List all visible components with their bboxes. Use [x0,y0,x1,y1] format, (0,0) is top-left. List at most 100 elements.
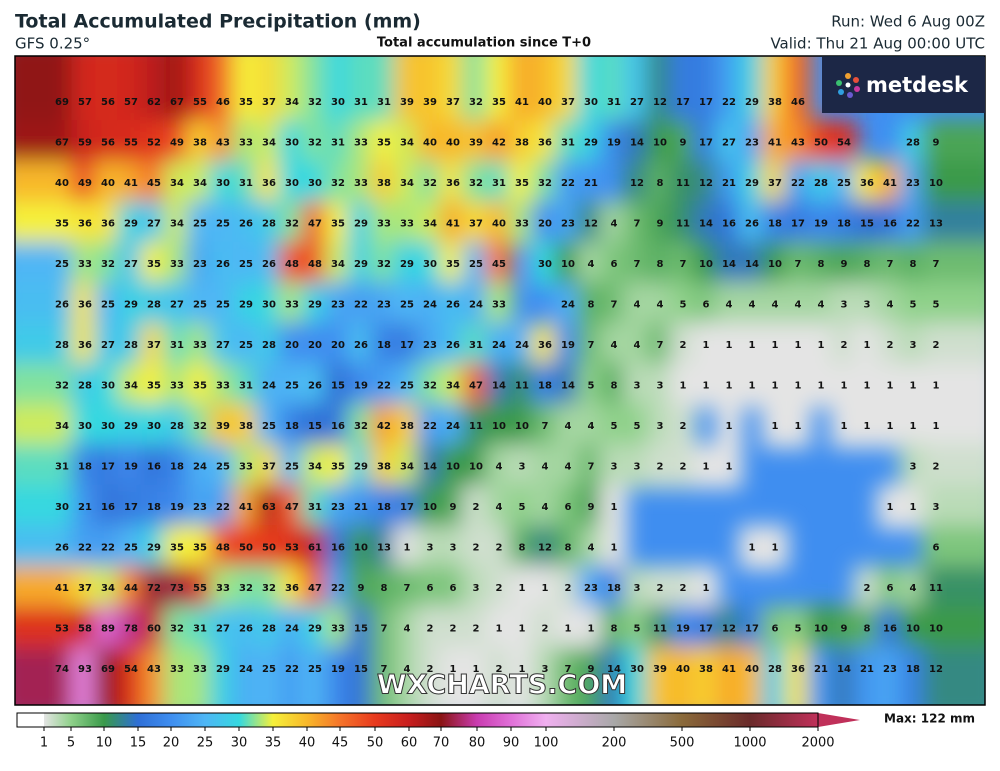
grid-value: 33 [170,259,184,270]
grid-value: 21 [860,664,874,675]
colorbar-label: 15 [130,736,147,751]
grid-value: 29 [308,624,322,635]
colorbar-segment [441,713,477,727]
grid-value: 11 [929,583,943,594]
grid-value: 48 [308,259,322,270]
grid-value: 1 [519,583,526,594]
grid-value: 33 [285,300,299,311]
colorbar-segment [307,713,340,727]
grid-value: 35 [170,543,184,554]
grid-value: 23 [883,664,897,675]
grid-value: 4 [795,300,802,311]
grid-value: 27 [630,97,644,108]
grid-value: 7 [887,259,894,270]
grid-value: 30 [262,300,276,311]
grid-value: 39 [216,421,230,432]
grid-value: 35 [331,462,345,473]
grid-value: 4 [910,583,917,594]
grid-value: 25 [837,178,851,189]
grid-value: 19 [607,138,621,149]
colorbar-start [17,713,44,727]
grid-value: 1 [749,543,756,554]
grid-value: 24 [492,340,506,351]
grid-value: 10 [653,138,667,149]
grid-value: 1 [887,381,894,392]
colorbar-label: 45 [332,736,349,751]
grid-value: 39 [653,664,667,675]
title: Total Accumulated Precipitation (mm) [15,11,421,33]
grid-value: 2 [680,583,687,594]
grid-value: 33 [354,138,368,149]
grid-value: 37 [262,97,276,108]
grid-value: 25 [285,462,299,473]
colorbar-label: 40 [299,736,316,751]
grid-value: 26 [216,259,230,270]
grid-value: 10 [446,462,460,473]
grid-value: 21 [78,502,92,513]
grid-value: 25 [101,300,115,311]
grid-value: 28 [262,219,276,230]
colorbar-segment [340,713,375,727]
grid-value: 56 [101,138,115,149]
grid-value: 37 [768,178,782,189]
grid-value: 29 [216,664,230,675]
grid-value: 8 [657,178,664,189]
grid-value: 1 [703,340,710,351]
grid-value: 10 [561,259,575,270]
run-time: Run: Wed 6 Aug 00Z [831,13,985,31]
grid-value: 39 [469,138,483,149]
grid-value: 4 [496,502,503,513]
grid-value: 27 [124,259,138,270]
grid-value: 33 [193,664,207,675]
grid-value: 17 [699,624,713,635]
grid-value: 32 [354,421,368,432]
grid-value: 38 [400,421,414,432]
grid-value: 55 [124,138,138,149]
grid-value: 36 [285,583,299,594]
grid-value: 7 [542,421,549,432]
grid-value: 43 [216,138,230,149]
grid-value: 45 [147,178,161,189]
grid-value: 19 [676,624,690,635]
grid-value: 38 [377,462,391,473]
grid-value: 18 [170,462,184,473]
grid-value: 10 [515,421,529,432]
grid-value: 22 [722,97,736,108]
grid-value: 7 [611,300,618,311]
grid-value: 37 [446,97,460,108]
grid-value: 14 [630,138,644,149]
grid-value: 30 [630,664,644,675]
grid-value: 24 [193,462,207,473]
grid-value: 38 [699,664,713,675]
grid-value: 32 [55,381,69,392]
grid-value: 2 [933,340,940,351]
grid-value: 26 [55,543,69,554]
grid-value: 1 [910,381,917,392]
grid-value: 8 [565,543,572,554]
grid-value: 40 [423,138,437,149]
grid-value: 38 [768,97,782,108]
grid-value: 35 [239,97,253,108]
grid-value: 3 [634,462,641,473]
colorbar-label: 100 [534,736,559,751]
grid-value: 18 [607,583,621,594]
grid-value: 29 [354,462,368,473]
grid-value: 35 [55,219,69,230]
grid-value: 1 [887,421,894,432]
grid-value: 1 [726,340,733,351]
grid-value: 30 [423,259,437,270]
grid-value: 10 [492,421,506,432]
colorbar-label: 90 [503,736,520,751]
grid-value: 19 [354,381,368,392]
grid-value: 8 [657,259,664,270]
grid-value: 25 [55,259,69,270]
grid-value: 22 [331,583,345,594]
grid-value: 57 [78,97,92,108]
grid-value: 3 [657,421,664,432]
grid-value: 2 [496,583,503,594]
grid-value: 1 [864,421,871,432]
grid-value: 5 [588,381,595,392]
grid-value: 34 [423,219,437,230]
grid-value: 4 [772,300,779,311]
grid-value: 36 [101,219,115,230]
